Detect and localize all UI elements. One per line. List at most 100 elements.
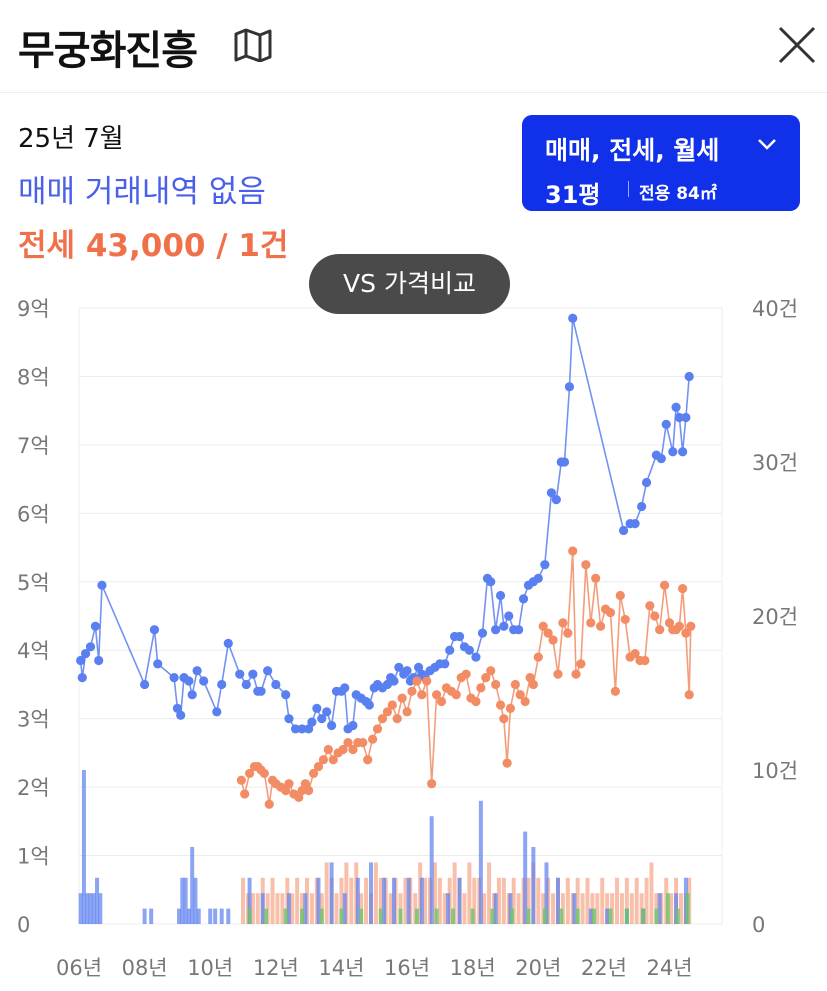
map-icon[interactable] (233, 28, 273, 62)
x-tick-label: 24년 (646, 956, 692, 980)
data-point-sale (402, 666, 412, 676)
data-point-jeonse (655, 625, 665, 635)
data-point-sale (518, 594, 529, 604)
data-point-sale (551, 495, 561, 505)
volume-bar-sale (180, 877, 185, 924)
volume-bar-monthly (470, 908, 475, 924)
volume-bar-sale (419, 877, 424, 924)
volume-bar-jeonse (452, 862, 457, 924)
data-point-jeonse (678, 584, 688, 594)
data-point-jeonse (605, 607, 616, 618)
data-point-sale (297, 724, 307, 734)
volume-bar-jeonse (615, 877, 620, 924)
volume-bar-sale (588, 908, 593, 924)
data-point-sale (263, 666, 273, 676)
data-point-jeonse (236, 775, 246, 785)
data-point-sale (389, 676, 399, 686)
volume-bar-sale (91, 893, 96, 924)
volume-bar-jeonse (580, 893, 585, 924)
deal-types-label: 매매, 전세, 월세 (545, 136, 720, 165)
volume-bar-jeonse (511, 877, 516, 924)
data-point-sale (471, 652, 481, 662)
header: 무궁화진흥 (0, 0, 827, 93)
data-point-sale (217, 679, 227, 690)
data-point-sale (491, 625, 501, 635)
data-point-sale (312, 703, 322, 714)
data-point-sale (94, 655, 104, 666)
data-point-jeonse (363, 755, 373, 765)
deal-type-filter-button[interactable]: 매매, 전세, 월세 31평 전용 84㎡ (522, 115, 800, 211)
data-point-sale (559, 457, 570, 467)
data-point-jeonse (407, 686, 417, 696)
data-point-sale (212, 707, 222, 717)
x-tick-label: 14년 (318, 956, 364, 980)
data-point-jeonse (427, 779, 437, 789)
data-point-sale (77, 673, 87, 683)
close-icon[interactable] (772, 20, 822, 70)
data-point-jeonse (328, 755, 338, 765)
volume-bar-sale (85, 893, 90, 924)
y-tick-label: 6억 (17, 502, 50, 526)
volume-bar-sale (81, 770, 86, 924)
data-point-sale (413, 662, 424, 672)
data-point-jeonse (294, 792, 304, 802)
volume-bar-sale (657, 893, 662, 924)
volume-bar-jeonse (334, 893, 339, 924)
data-point-sale (199, 676, 209, 686)
data-point-sale (153, 659, 163, 669)
volume-bar-sale (572, 893, 577, 924)
volume-bar-sale (429, 816, 434, 924)
data-point-jeonse (528, 679, 538, 690)
data-point-jeonse (300, 779, 310, 789)
data-point-jeonse (471, 696, 481, 707)
data-point-jeonse (451, 690, 461, 700)
volume-bar-jeonse (324, 862, 329, 924)
volume-bar-jeonse (585, 877, 590, 924)
volume-bar-sale (329, 862, 334, 924)
data-point-sale (248, 669, 258, 679)
data-point-jeonse (297, 785, 307, 796)
data-point-sale (340, 683, 350, 693)
data-point-jeonse (382, 707, 392, 717)
volume-bar-sale (196, 908, 201, 924)
data-point-jeonse (392, 714, 402, 724)
x-tick-label: 22년 (581, 956, 627, 980)
data-point-sale (169, 673, 179, 683)
volume-bar-sale (186, 908, 191, 924)
volume-bar-sale (190, 847, 195, 924)
data-point-sale (504, 611, 514, 621)
volume-bar-jeonse (649, 862, 654, 924)
volume-bar-sale (368, 862, 373, 924)
right-tick-label: 20건 (752, 605, 798, 629)
volume-bar-jeonse (423, 877, 428, 924)
volume-bar-jeonse (290, 893, 295, 924)
area-label: 전용 84㎡ (639, 184, 717, 204)
price-points (76, 313, 696, 809)
volume-bar-sale (226, 908, 231, 924)
volume-bar-sale (95, 877, 100, 924)
volume-bar-sale (193, 877, 198, 924)
volume-bar-jeonse (472, 877, 477, 924)
right-tick-label: 40건 (752, 297, 798, 321)
volume-bar-monthly (592, 908, 597, 924)
data-point-jeonse (650, 611, 660, 621)
volume-bar-jeonse (309, 893, 314, 924)
data-point-jeonse (495, 700, 506, 710)
volume-bar-sale (355, 877, 360, 924)
data-point-sale (495, 590, 506, 601)
volume-bar-monthly (526, 908, 531, 924)
volume-bar-jeonse (462, 893, 467, 924)
data-point-sale (499, 621, 509, 631)
volume-bars (78, 770, 692, 924)
data-point-jeonse (553, 669, 563, 679)
data-point-sale (281, 690, 291, 700)
volume-bar-monthly (685, 893, 690, 924)
price-compare-button[interactable]: VS 가격비교 (309, 254, 510, 314)
data-point-sale (641, 477, 652, 488)
volume-bar-monthly (510, 908, 515, 924)
data-point-jeonse (244, 768, 255, 779)
volume-bar-monthly (398, 908, 403, 924)
volume-bar-monthly (559, 908, 564, 924)
volume-bar-sale (406, 877, 411, 924)
